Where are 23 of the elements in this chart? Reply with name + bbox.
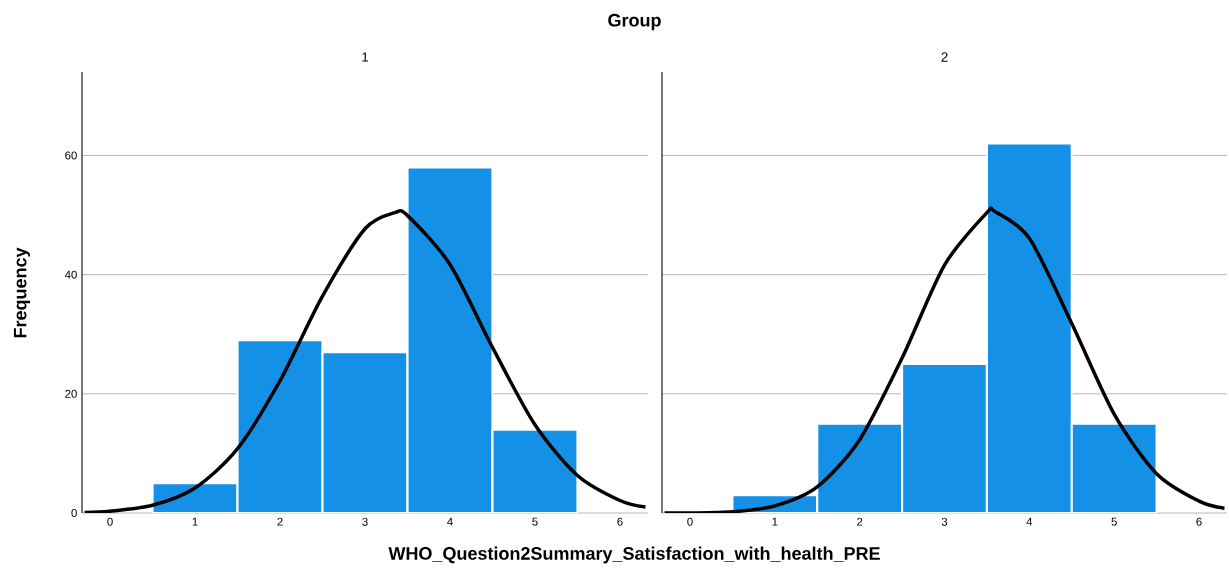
x-tick-label: 4 (447, 517, 453, 526)
x-tick-label: 5 (532, 517, 538, 526)
x-tick-label: 1 (192, 517, 198, 526)
x-tick-label: 5 (1111, 517, 1117, 526)
x-tick-label: 0 (107, 517, 113, 526)
x-tick-label: 3 (362, 517, 368, 526)
x-tick-label: 3 (941, 517, 948, 526)
y-tick-label: 40 (64, 270, 77, 279)
y-axis-title: Frequency (13, 247, 31, 338)
x-tick-label: 2 (857, 517, 863, 526)
x-tick-label: 1 (772, 517, 778, 526)
x-tick-label: 2 (277, 517, 283, 526)
y-tick-label: 60 (65, 151, 77, 160)
x-tick-label: 4 (1026, 517, 1033, 526)
chart-subtitle: 2 (941, 52, 948, 62)
y-tick-label: 20 (65, 389, 77, 398)
chart-subtitle: 1 (362, 52, 369, 62)
y-tick-label: 0 (71, 509, 77, 518)
x-tick-label: 6 (1196, 517, 1202, 526)
x-axis-title: WHO_Question2Summary_Satisfaction_with_health_PRE (388, 546, 880, 564)
x-tick-label: 6 (617, 517, 623, 526)
x-tick-label: 0 (687, 517, 693, 526)
chart-title: Group (608, 13, 661, 31)
